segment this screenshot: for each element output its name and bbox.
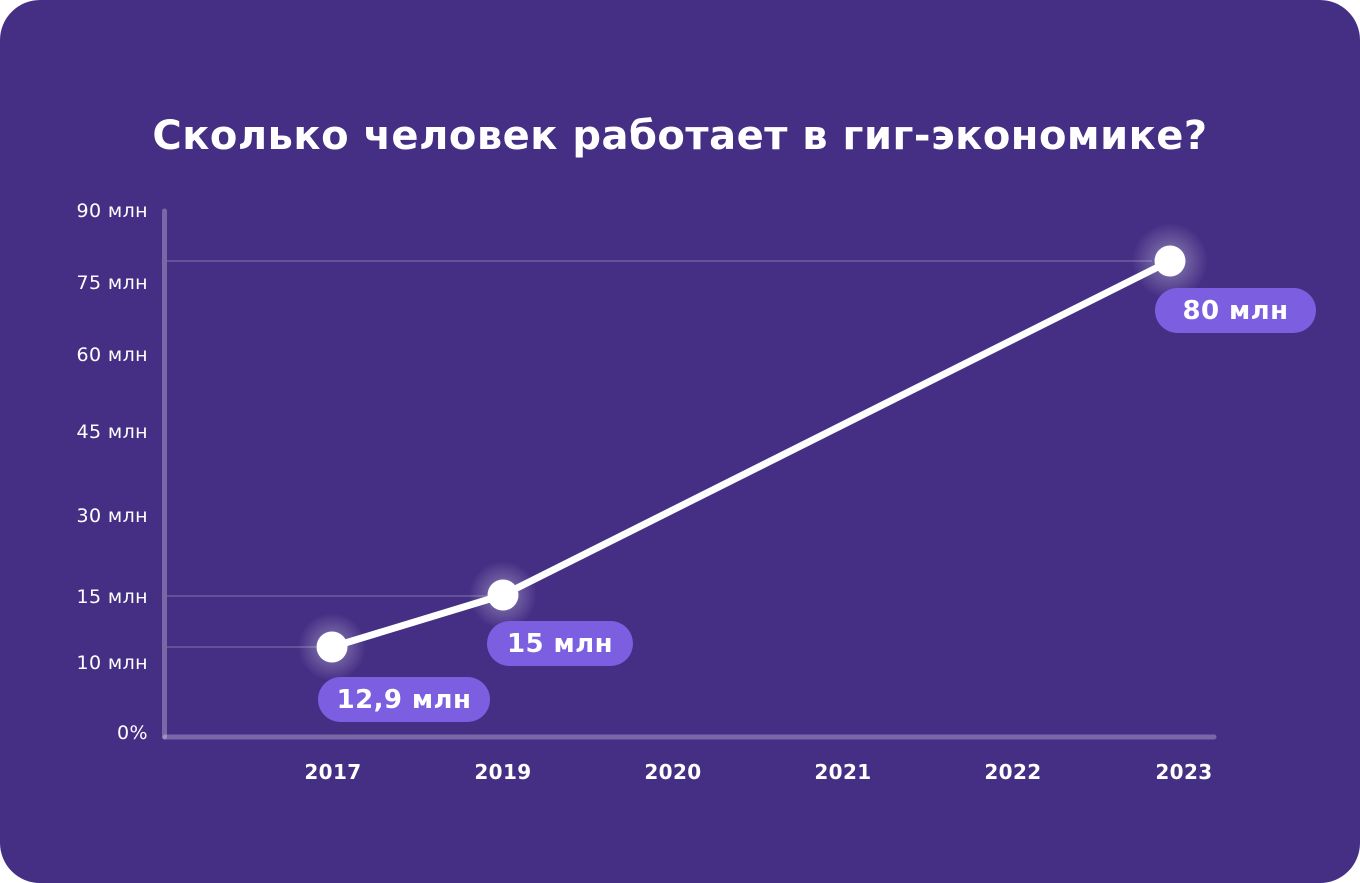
data-point-2019 xyxy=(487,579,519,611)
value-label-2017: 12,9 млн xyxy=(318,677,490,722)
value-label-2023: 80 млн xyxy=(1155,288,1316,333)
y-axis-label: 30 млн xyxy=(76,505,148,527)
x-axis-label: 2023 xyxy=(1155,760,1213,784)
y-axis-label: 60 млн xyxy=(76,344,148,366)
y-axis-label: 10 млн xyxy=(76,652,148,674)
x-axis-label: 2020 xyxy=(644,760,702,784)
value-label-2019: 15 млн xyxy=(487,621,633,666)
data-point-2023 xyxy=(1154,245,1186,277)
x-axis-label: 2017 xyxy=(304,760,362,784)
y-axis-label: 45 млн xyxy=(76,421,148,443)
x-axis-label: 2022 xyxy=(984,760,1042,784)
y-axis-label: 90 млн xyxy=(76,200,148,222)
chart-title: Сколько человек работает в гиг-экономике… xyxy=(152,112,1208,159)
trend-line xyxy=(328,257,1174,651)
y-axis-label: 75 млн xyxy=(76,272,148,294)
x-axis-label: 2019 xyxy=(474,760,532,784)
x-axis-label: 2021 xyxy=(814,760,872,784)
data-point-2017 xyxy=(316,631,348,663)
y-axis-label: 15 млн xyxy=(76,586,148,608)
y-axis-label: 0% xyxy=(117,722,148,744)
